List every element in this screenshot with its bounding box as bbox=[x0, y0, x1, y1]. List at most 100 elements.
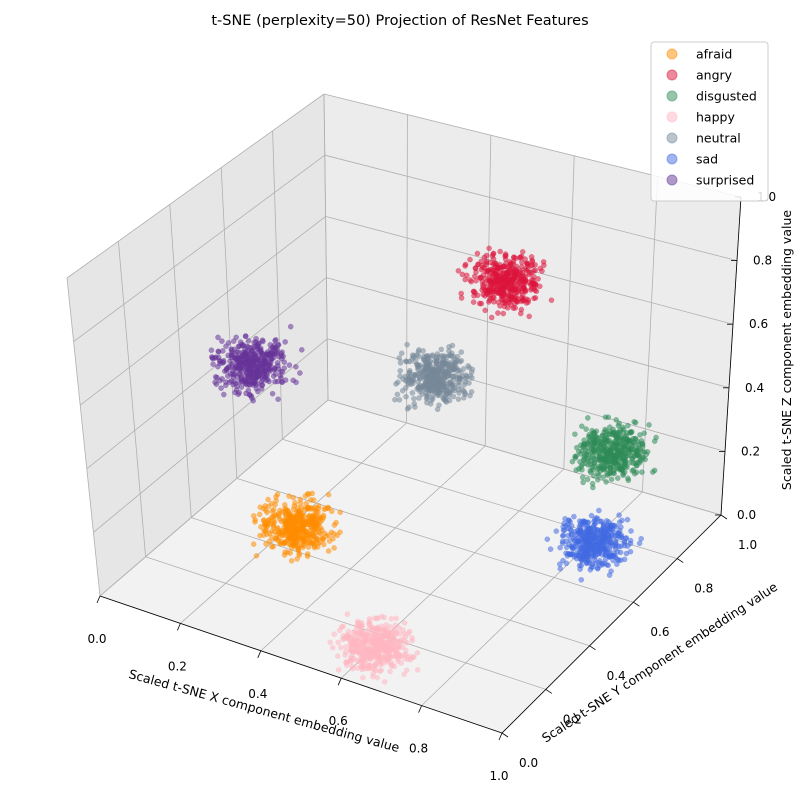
data-point-happy bbox=[371, 626, 378, 632]
data-point-surprised bbox=[275, 396, 281, 403]
data-point-happy bbox=[369, 643, 376, 650]
data-point-angry bbox=[455, 267, 462, 274]
data-point-disgusted bbox=[595, 465, 602, 471]
data-point-surprised bbox=[266, 378, 272, 385]
legend-label-neutral: neutral bbox=[696, 131, 741, 146]
data-point-neutral bbox=[396, 355, 403, 361]
data-point-happy bbox=[360, 664, 366, 671]
data-point-angry bbox=[500, 274, 507, 280]
data-point-disgusted bbox=[646, 422, 652, 428]
data-point-afraid bbox=[287, 527, 294, 534]
legend-marker-surprised bbox=[666, 174, 678, 186]
data-point-sad bbox=[582, 537, 588, 544]
data-point-happy bbox=[335, 639, 342, 646]
data-point-neutral bbox=[403, 358, 410, 365]
data-point-surprised bbox=[293, 363, 299, 370]
data-point-disgusted bbox=[615, 450, 621, 457]
data-point-surprised bbox=[233, 334, 240, 341]
grid-line-back-z bbox=[326, 277, 730, 389]
data-point-surprised bbox=[208, 354, 215, 360]
data-point-angry bbox=[519, 248, 526, 255]
data-point-disgusted bbox=[603, 434, 610, 441]
data-point-happy bbox=[373, 661, 379, 668]
data-point-sad bbox=[628, 528, 634, 534]
data-point-sad bbox=[617, 557, 624, 564]
data-point-neutral bbox=[429, 393, 436, 399]
data-point-happy bbox=[334, 653, 341, 659]
data-point-disgusted bbox=[584, 476, 591, 483]
data-point-neutral bbox=[394, 391, 401, 398]
data-point-neutral bbox=[403, 378, 409, 384]
floor-pane bbox=[100, 400, 721, 733]
data-point-disgusted bbox=[606, 470, 613, 477]
data-point-neutral bbox=[404, 406, 411, 412]
data-point-disgusted bbox=[620, 437, 627, 444]
y-tick-label: 0.0 bbox=[519, 756, 538, 770]
series-angry bbox=[455, 245, 555, 321]
data-point-happy bbox=[343, 644, 349, 650]
data-point-neutral bbox=[417, 375, 424, 381]
data-point-neutral bbox=[397, 367, 404, 374]
data-point-sad bbox=[553, 528, 560, 534]
data-point-happy bbox=[401, 619, 408, 626]
data-point-afraid bbox=[282, 527, 289, 534]
data-point-surprised bbox=[223, 343, 229, 350]
data-point-neutral bbox=[457, 358, 463, 365]
data-point-sad bbox=[609, 522, 616, 529]
data-point-neutral bbox=[468, 388, 475, 395]
y-tick-label: 0.6 bbox=[650, 625, 669, 639]
data-point-angry bbox=[495, 310, 501, 316]
data-point-neutral bbox=[450, 393, 457, 400]
data-point-angry bbox=[535, 276, 541, 282]
grid-line-floor-y bbox=[145, 556, 546, 690]
data-point-happy bbox=[353, 623, 360, 630]
legend-label-afraid: afraid bbox=[696, 47, 732, 62]
data-point-sad bbox=[596, 557, 603, 564]
data-point-neutral bbox=[433, 362, 439, 369]
data-point-neutral bbox=[433, 354, 440, 360]
data-point-angry bbox=[502, 251, 509, 257]
data-point-afraid bbox=[288, 557, 295, 564]
data-point-angry bbox=[497, 248, 504, 255]
data-point-neutral bbox=[432, 379, 439, 386]
grid-lines bbox=[66, 93, 742, 734]
data-point-disgusted bbox=[603, 479, 609, 485]
data-point-neutral bbox=[397, 360, 404, 366]
data-point-happy bbox=[397, 638, 403, 645]
data-point-angry bbox=[504, 304, 511, 311]
data-point-afraid bbox=[256, 511, 263, 518]
data-point-afraid bbox=[303, 535, 309, 542]
data-point-angry bbox=[476, 274, 483, 281]
data-point-sad bbox=[591, 516, 598, 523]
back-wall-pane bbox=[324, 94, 741, 515]
data-point-sad bbox=[563, 560, 570, 567]
data-point-neutral bbox=[441, 392, 448, 398]
data-point-disgusted bbox=[577, 451, 584, 457]
data-point-angry bbox=[504, 299, 510, 306]
data-point-neutral bbox=[420, 384, 427, 391]
x-tick-label: 0.2 bbox=[168, 659, 187, 673]
data-point-sad bbox=[582, 543, 588, 550]
y-axis-line bbox=[501, 514, 722, 734]
data-point-afraid bbox=[277, 507, 283, 514]
z-tick-label: 0.4 bbox=[745, 381, 764, 395]
data-point-neutral bbox=[428, 372, 435, 379]
data-point-surprised bbox=[272, 336, 279, 343]
data-point-surprised bbox=[237, 363, 244, 370]
data-point-disgusted bbox=[603, 428, 609, 434]
data-point-sad bbox=[587, 566, 594, 573]
data-point-happy bbox=[401, 637, 408, 644]
data-point-surprised bbox=[236, 343, 243, 350]
grid-line-left-z bbox=[93, 338, 328, 533]
data-point-afraid bbox=[309, 490, 316, 497]
data-point-angry bbox=[489, 285, 496, 292]
data-point-afraid bbox=[283, 517, 290, 523]
grid-line-left-z bbox=[79, 216, 326, 406]
data-point-angry bbox=[518, 306, 525, 313]
data-point-neutral bbox=[459, 386, 466, 393]
data-point-angry bbox=[527, 287, 534, 293]
data-point-surprised bbox=[259, 382, 265, 389]
data-point-surprised bbox=[278, 379, 285, 385]
grid-line-left-y bbox=[272, 130, 283, 440]
